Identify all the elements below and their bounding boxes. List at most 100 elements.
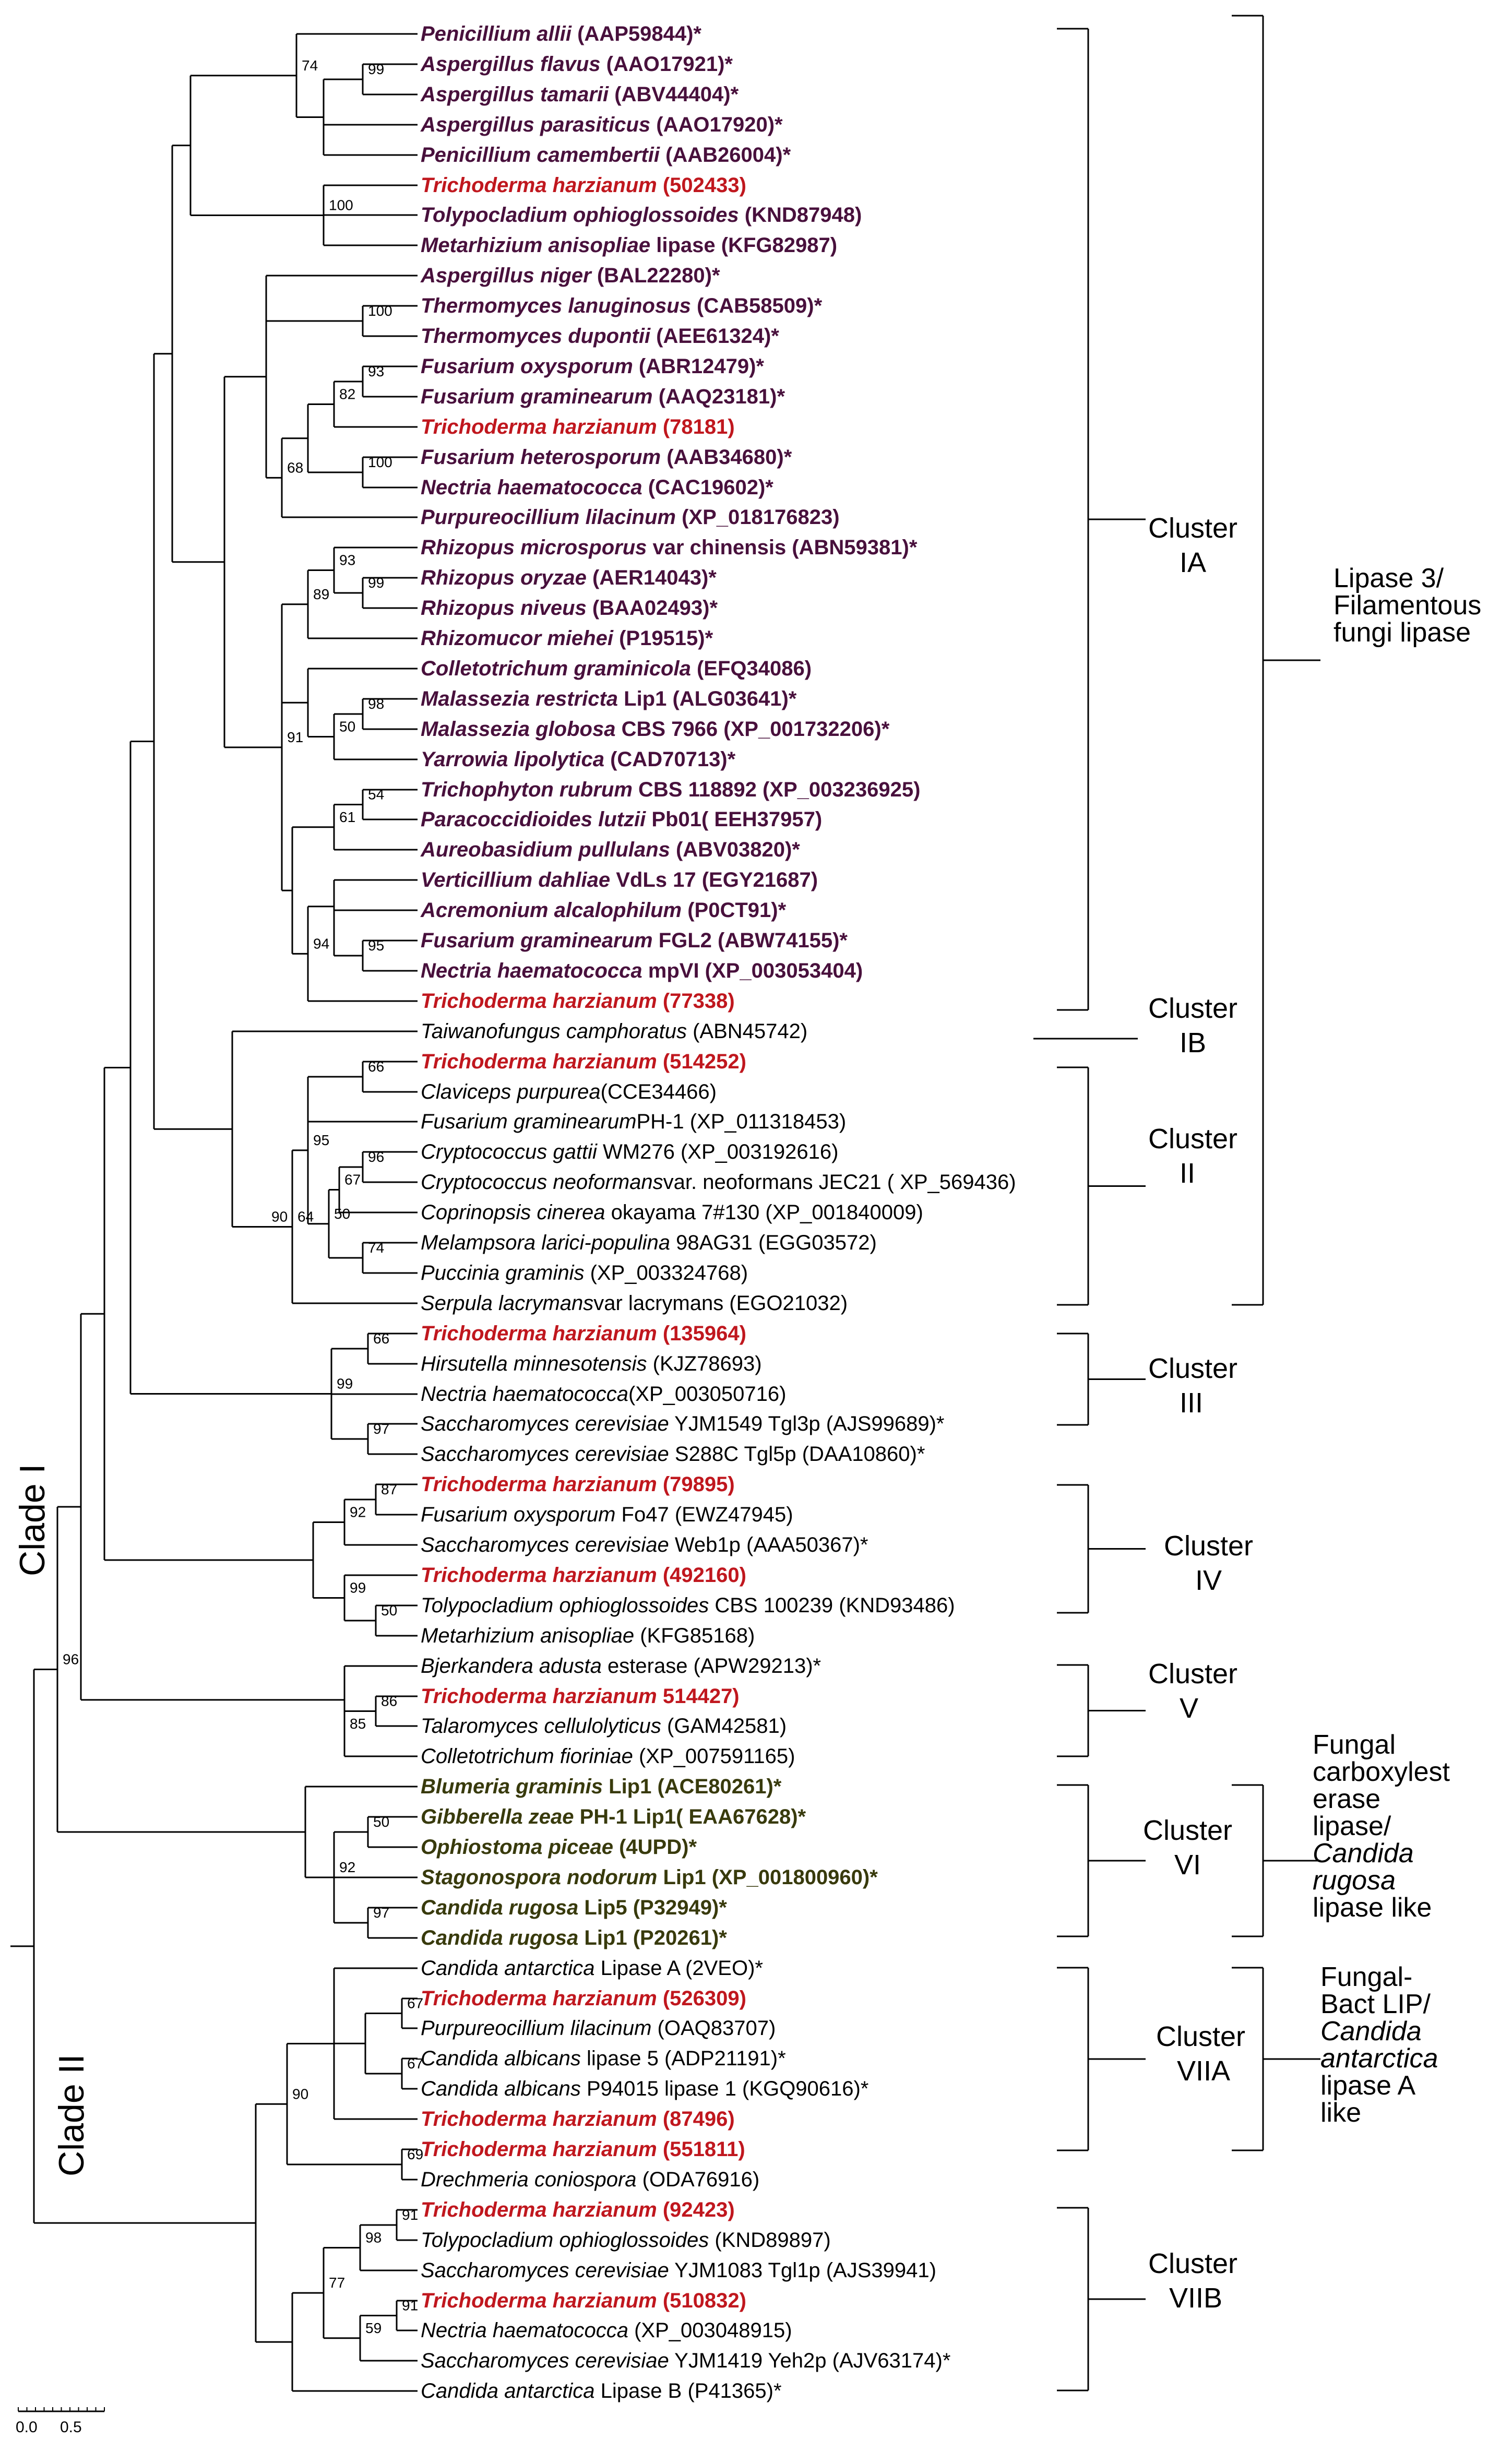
taxon-species: Colletotrichum graminicola: [421, 657, 691, 680]
taxon-species: Trichoderma harzianum: [421, 174, 657, 197]
taxon-label-t28: Aureobasidium pullulans (ABV03820)*: [420, 838, 800, 861]
bootstrap-value: 99: [350, 1580, 366, 1596]
bootstrap-value: 50: [373, 1814, 389, 1830]
taxon-label-t76: Trichoderma harzianum (510832): [421, 2289, 746, 2312]
bootstrap-value: 94: [313, 935, 329, 951]
taxon-label-t32: Nectria haematococca mpVI (XP_003053404): [421, 959, 863, 982]
taxon-accession: (ABR12479)*: [633, 355, 765, 378]
taxon-label-t74: Tolypocladium ophioglossoides (KND89897): [421, 2229, 831, 2252]
taxon-label-t70: Trichoderma harzianum (87496): [421, 2108, 735, 2131]
taxon-species: Taiwanofungus camphoratus: [421, 1020, 687, 1043]
taxon-label-t53: Tolypocladium ophioglossoides CBS 100239…: [421, 1594, 955, 1617]
bootstrap-value: 98: [365, 2230, 382, 2246]
taxon-accession: (77338): [657, 990, 735, 1013]
taxon-label-t17: Purpureocillium lilacinum (XP_018176823): [421, 506, 840, 529]
group-label-line: lipase/: [1313, 1811, 1391, 1841]
taxon-species: Metarhizium anisopliae: [421, 234, 650, 257]
taxon-label-t56: Trichoderma harzianum 514427): [421, 1685, 740, 1708]
taxon-accession: var. neoformans JEC21 ( XP_569436): [663, 1171, 1016, 1194]
taxon-species: Trichoderma harzianum: [421, 1685, 657, 1708]
taxon-accession: okayama 7#130 (XP_001840009): [605, 1201, 923, 1224]
taxon-label-t63: Candida rugosa Lip5 (P32949)*: [421, 1896, 727, 1919]
taxon-species: Aspergillus tamarii: [420, 83, 609, 106]
taxon-species: Thermomyces dupontii: [421, 325, 651, 348]
bootstrap-value: 82: [339, 386, 355, 402]
cluster-label-line: VI: [1174, 1849, 1201, 1881]
bootstrap-value: 74: [302, 57, 318, 74]
taxon-accession: (AAO17921)*: [601, 53, 733, 76]
taxon-species: Nectria haematococca: [421, 2319, 628, 2342]
group-label-lipase3: Lipase 3/Filamentous fungi lipase: [1334, 563, 1481, 648]
cluster-label-line: Cluster: [1148, 1123, 1237, 1155]
taxon-accession: (ABN45742): [687, 1020, 807, 1043]
taxon-species: Candida antarctica: [421, 1957, 595, 1980]
bootstrap-value: 91: [287, 729, 303, 745]
taxon-accession: (AER14043)*: [587, 566, 717, 589]
taxon-accession: (87496): [657, 2108, 735, 2131]
taxon-label-t7: Tolypocladium ophioglossoides (KND87948): [421, 204, 862, 227]
cluster-label-line: Cluster: [1148, 1658, 1237, 1689]
taxon-accession: (XP_003048915): [628, 2319, 792, 2342]
taxon-accession: var lacrymans (EGO21032): [593, 1292, 848, 1315]
bootstrap-value: 89: [313, 586, 329, 602]
bootstrap-value: 93: [368, 363, 384, 379]
taxon-label-t21: Rhizomucor miehei (P19515)*: [421, 627, 713, 650]
taxon-accession: CBS 100239 (KND93486): [709, 1594, 955, 1617]
bootstrap-value: 66: [368, 1058, 384, 1075]
taxon-species: Serpula lacrymans: [421, 1292, 593, 1315]
bootstrap-value: 99: [368, 575, 384, 591]
taxon-accession: YJM1419 Yeh2p (AJV63174)*: [669, 2349, 951, 2372]
taxon-species: Trichoderma harzianum: [421, 415, 657, 438]
taxon-label-t8: Metarhizium anisopliae lipase (KFG82987): [421, 234, 837, 257]
taxon-accession: Lip1 (ACE80261)*: [603, 1775, 782, 1798]
taxon-species: Trichoderma harzianum: [421, 1987, 657, 2010]
taxon-label-t14: Trichoderma harzianum (78181): [421, 415, 735, 438]
bootstrap-value: 59: [365, 2320, 382, 2336]
taxon-accession: esterase (APW29213)*: [602, 1655, 821, 1677]
taxon-accession: (OAQ83707): [651, 2017, 776, 2040]
scale-bar-label: 0.5: [60, 2419, 82, 2436]
taxon-accession: (AAB34680)*: [661, 446, 792, 469]
clade-label-clade-2: Clade II: [52, 2054, 91, 2176]
taxon-accession: var chinensis (ABN59381)*: [647, 536, 917, 559]
taxon-species: Malassezia globosa: [421, 718, 615, 741]
group-label-line: Candida: [1313, 1838, 1414, 1869]
taxon-species: Fusarium graminearum: [421, 1110, 636, 1133]
taxon-label-t12: Fusarium oxysporum (ABR12479)*: [421, 355, 764, 378]
taxon-accession: (CAC19602)*: [642, 476, 774, 499]
bootstrap-value: 69: [407, 2146, 423, 2162]
taxon-accession: mpVI (XP_003053404): [642, 959, 863, 982]
taxon-accession: (KJZ78693): [647, 1352, 762, 1375]
taxon-accession: (ABV03820)*: [670, 838, 800, 861]
taxon-species: Verticillium dahliae: [421, 868, 610, 891]
taxon-species: Blumeria graminis: [421, 1775, 603, 1798]
group-labels: Lipase 3/Filamentous fungi lipase Fungal ca…: [1313, 563, 1481, 2128]
taxon-label-t79: Candida antarctica Lipase B (P41365)*: [421, 2379, 782, 2402]
taxon-label-t68: Candida albicans lipase 5 (ADP21191)*: [421, 2047, 786, 2070]
taxon-accession: S288C Tgl5p (DAA10860)*: [669, 1443, 925, 1466]
taxon-species: Penicillium allii: [421, 22, 572, 45]
taxon-accession: 514427): [657, 1685, 740, 1708]
cluster-brackets: [1033, 15, 1320, 2391]
taxon-label-t39: Cryptococcus neoformansvar. neoformans J…: [421, 1171, 1016, 1194]
taxon-accession: (KFG85168): [634, 1624, 755, 1647]
taxon-label-t5: Penicillium camembertii (AAB26004)*: [421, 144, 791, 166]
bootstrap-value: 97: [373, 1905, 389, 1921]
taxon-label-t23: Malassezia restricta Lip1 (ALG03641)*: [421, 687, 797, 710]
taxon-species: Fusarium graminearum: [421, 385, 653, 408]
taxon-accession: (4UPD)*: [613, 1836, 697, 1859]
taxon-label-t29: Verticillium dahliae VdLs 17 (EGY21687): [421, 868, 818, 891]
taxon-accession: (KND89897): [709, 2229, 830, 2252]
taxon-species: Purpureocillium lilacinum: [421, 506, 676, 529]
bootstrap-value: 100: [368, 454, 392, 470]
cluster-label-VIIB: Cluster VIIB: [1148, 2248, 1237, 2314]
cluster-label-line: III: [1180, 1387, 1203, 1419]
bootstrap-value: 74: [368, 1240, 384, 1256]
taxon-label-t11: Thermomyces dupontii (AEE61324)*: [421, 325, 779, 348]
taxon-label-t2: Aspergillus flavus (AAO17921)*: [420, 53, 733, 76]
group-label-line: Candida: [1320, 2016, 1422, 2046]
bootstrap-value: 77: [329, 2275, 345, 2291]
taxon-accession: (78181): [657, 415, 735, 438]
taxon-label-t65: Candida antarctica Lipase A (2VEO)*: [421, 1957, 763, 1980]
taxon-species: Colletotrichum fioriniae: [421, 1745, 633, 1768]
